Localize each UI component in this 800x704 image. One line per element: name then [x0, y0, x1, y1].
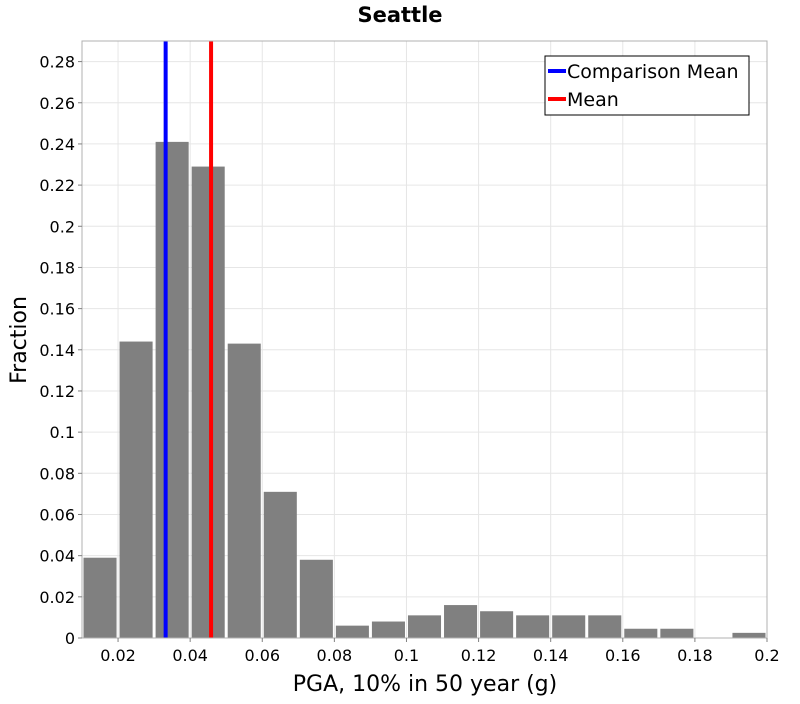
- histogram-bar: [83, 557, 117, 638]
- y-tick-label: 0.04: [39, 547, 75, 566]
- chart-title: Seattle: [357, 3, 442, 27]
- y-tick-label: 0.06: [39, 505, 75, 524]
- x-tick-label: 0.2: [754, 646, 779, 665]
- x-tick-label: 0.1: [394, 646, 419, 665]
- x-tick-label: 0.06: [244, 646, 280, 665]
- legend-label-comparison-mean: Comparison Mean: [567, 61, 739, 83]
- histogram-bar: [588, 615, 622, 638]
- y-tick-label: 0.1: [50, 423, 75, 442]
- histogram-bar: [335, 625, 369, 638]
- y-tick-label: 0.24: [39, 135, 75, 154]
- y-tick-label: 0: [65, 629, 75, 648]
- y-tick-label: 0.08: [39, 464, 75, 483]
- y-tick-label: 0.2: [50, 217, 75, 236]
- x-tick-label: 0.18: [677, 646, 713, 665]
- y-axis-label: Fraction: [7, 296, 32, 384]
- x-tick-label: 0.16: [605, 646, 641, 665]
- histogram-bar: [624, 628, 658, 638]
- x-tick-label: 0.14: [533, 646, 569, 665]
- histogram-bars: [83, 141, 766, 638]
- histogram-bar: [299, 559, 333, 638]
- y-tick-label: 0.18: [39, 258, 75, 277]
- y-tick-label: 0.16: [39, 300, 75, 319]
- y-tick-label: 0.26: [39, 94, 75, 113]
- y-tick-label: 0.22: [39, 176, 75, 195]
- histogram-bar: [263, 491, 297, 638]
- y-tick-label: 0.12: [39, 382, 75, 401]
- histogram-bar: [480, 611, 514, 638]
- y-tick-label: 0.02: [39, 588, 75, 607]
- histogram-bar: [660, 628, 694, 638]
- y-tick-label: 0.28: [39, 53, 75, 72]
- histogram-bar: [227, 343, 261, 638]
- x-axis-ticks: 0.02 0.04 0.06 0.08 0.1 0.12 0.14 0.16 0.18 0.2: [100, 638, 780, 665]
- histogram-bar: [155, 141, 189, 638]
- y-tick-label: 0.14: [39, 341, 75, 360]
- x-axis-label: PGA, 10% in 50 year (g): [293, 672, 557, 697]
- histogram-bar: [371, 621, 405, 638]
- x-tick-label: 0.02: [100, 646, 136, 665]
- histogram-bar: [516, 615, 550, 638]
- histogram-bar: [407, 615, 442, 638]
- x-tick-label: 0.04: [172, 646, 208, 665]
- histogram-bar: [552, 615, 586, 638]
- plot-frame: [81, 40, 768, 639]
- mean-lines: [163, 41, 214, 638]
- histogram-bar: [191, 166, 225, 638]
- histogram-bar: [119, 341, 153, 638]
- legend: Comparison Mean Mean: [544, 55, 750, 116]
- x-tick-label: 0.08: [317, 646, 353, 665]
- histogram-bar: [444, 605, 478, 638]
- histogram-bar: [732, 632, 766, 638]
- x-tick-label: 0.12: [461, 646, 497, 665]
- legend-label-mean: Mean: [567, 89, 619, 111]
- legend-box: [544, 55, 750, 116]
- y-axis-ticks: 0 0.02 0.04 0.06 0.08 0.1 0.12 0.14 0.16 0.18 0.2 0…: [39, 53, 82, 648]
